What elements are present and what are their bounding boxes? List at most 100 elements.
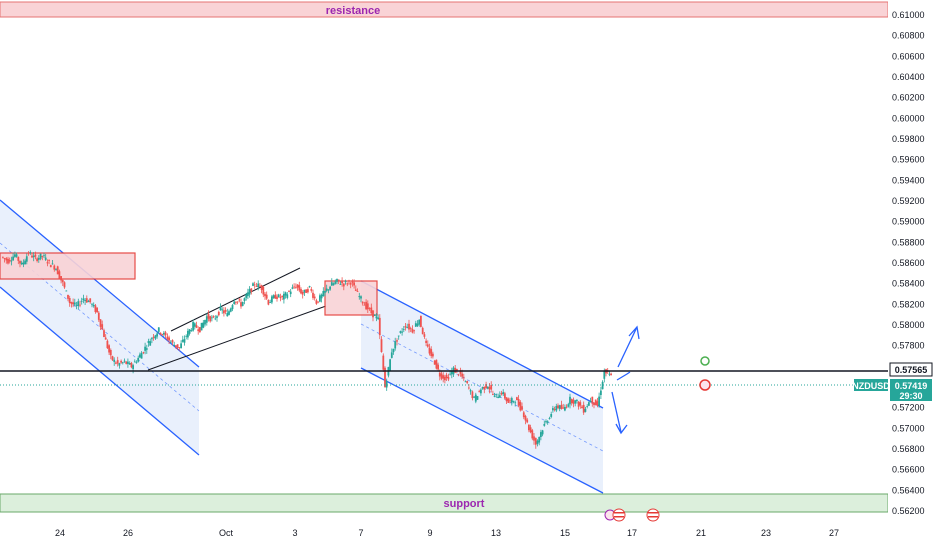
candle-body [341, 281, 343, 284]
candle-body [409, 328, 412, 329]
candle-body [396, 340, 398, 342]
channel-2-upper[interactable] [360, 280, 604, 409]
candle-body [133, 361, 136, 363]
candle-body [438, 372, 441, 377]
us-flag-icon[interactable] [612, 508, 626, 522]
channel-2-lower[interactable] [360, 367, 604, 494]
candle-body [565, 406, 568, 408]
candle-body [207, 313, 210, 319]
candle-body [2, 256, 4, 258]
candle-body [276, 296, 278, 299]
candle-body [190, 330, 193, 331]
us-flag-icon-2[interactable] [646, 508, 660, 522]
candle-body [243, 298, 246, 301]
red-marker[interactable] [699, 379, 711, 391]
rising-channel-upper[interactable] [170, 267, 301, 332]
candle-body [228, 311, 230, 315]
candle-body [576, 399, 578, 402]
y-tick-label: 0.58800 [892, 237, 925, 247]
candle-body [109, 350, 112, 356]
candle-body [382, 355, 385, 370]
candle-body [139, 354, 141, 358]
candle-body [39, 253, 42, 259]
candle-body [480, 389, 482, 394]
candle-body [526, 419, 529, 423]
candle-body [404, 326, 407, 328]
candle-body [584, 408, 587, 412]
channel-1-upper[interactable] [0, 199, 200, 368]
candle-body [437, 364, 439, 370]
candle-body [486, 386, 489, 389]
y-tick-label: 0.58400 [892, 279, 925, 289]
candle-body [233, 301, 236, 304]
candle-body [416, 323, 419, 326]
candle-body [330, 282, 333, 286]
candle-body [123, 360, 126, 362]
x-tick-label: 24 [55, 528, 65, 538]
supply-box-left[interactable] [0, 252, 136, 280]
candle-body [522, 412, 525, 418]
price-axis[interactable] [888, 0, 938, 522]
candle-body [37, 258, 40, 260]
candle-body [608, 373, 611, 375]
candle-body [531, 430, 534, 439]
candle-body [528, 424, 530, 431]
candle-body [586, 406, 589, 407]
candle-body [91, 303, 93, 305]
candle-body [324, 290, 326, 293]
plot-area[interactable] [0, 0, 888, 522]
candle-body [510, 398, 513, 403]
y-tick-label: 0.58200 [892, 299, 925, 309]
x-tick-label: 3 [292, 528, 297, 538]
candle-body [53, 265, 56, 270]
candle-body [48, 260, 50, 261]
candle-body [279, 297, 282, 299]
candle-body [572, 399, 575, 404]
candle-body [442, 375, 445, 379]
candle-body [44, 257, 47, 260]
candle-body [118, 363, 121, 366]
candle-body [411, 328, 414, 333]
candle-body [127, 361, 129, 364]
candle-body [24, 260, 26, 265]
candle-body [272, 295, 275, 299]
candle-body [195, 325, 198, 328]
candle-body [101, 324, 104, 330]
candle-body [49, 265, 52, 268]
rising-channel-lower[interactable] [147, 305, 327, 371]
candle-body [354, 289, 357, 291]
candle-body [517, 399, 520, 406]
candle-body [60, 276, 62, 281]
time-axis[interactable] [0, 522, 938, 545]
candle-body [120, 360, 122, 363]
y-tick-label: 0.59600 [892, 155, 925, 165]
up-projection-arrow [617, 326, 638, 368]
candle-body [187, 330, 189, 338]
candle-body [346, 283, 349, 285]
candle-body [550, 414, 553, 417]
candle-body [349, 283, 352, 285]
candle-body [51, 263, 54, 265]
event-icons[interactable] [604, 508, 660, 522]
candle-body [63, 282, 66, 288]
candle-body [389, 359, 391, 372]
candle-body [546, 421, 549, 423]
x-tick-label: 23 [761, 528, 771, 538]
candle-body [75, 305, 78, 306]
candle-body [22, 262, 25, 265]
y-tick-label: 0.56600 [892, 465, 925, 475]
candle-body [231, 305, 234, 310]
candle-body [433, 360, 436, 365]
candle-body [85, 298, 88, 303]
candle-body [252, 283, 254, 286]
candle-body [361, 301, 364, 304]
y-tick-label: 0.59800 [892, 134, 925, 144]
candle-body [423, 334, 426, 337]
green-marker[interactable] [700, 356, 710, 366]
y-tick-label: 0.60800 [892, 31, 925, 41]
candle-body [99, 319, 102, 327]
candle-body [12, 256, 14, 261]
candle-body [171, 340, 174, 343]
candle-body [271, 296, 273, 303]
